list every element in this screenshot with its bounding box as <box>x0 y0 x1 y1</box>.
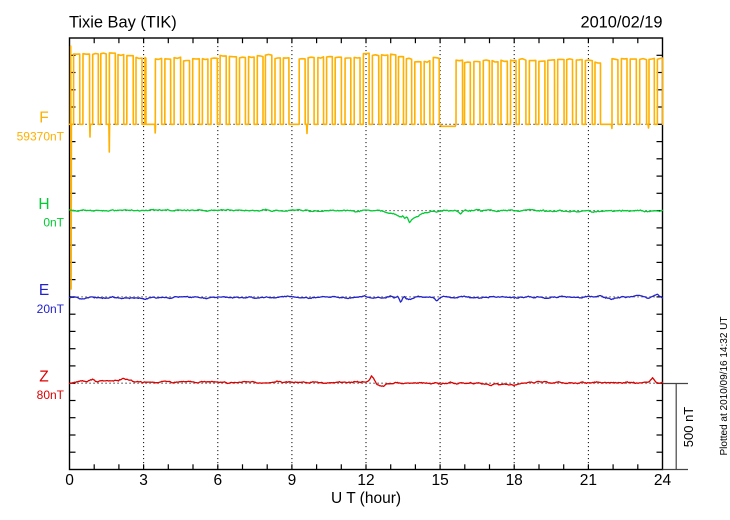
svg-text:20nT: 20nT <box>37 302 65 316</box>
svg-text:15: 15 <box>431 472 448 489</box>
svg-text:6: 6 <box>213 472 222 489</box>
svg-text:Plotted at 2010/09/16 14:32 UT: Plotted at 2010/09/16 14:32 UT <box>719 317 730 456</box>
svg-text:21: 21 <box>580 472 597 489</box>
svg-text:H: H <box>38 196 49 213</box>
svg-text:18: 18 <box>506 472 523 489</box>
svg-text:80nT: 80nT <box>37 388 65 402</box>
svg-text:3: 3 <box>139 472 148 489</box>
svg-text:0nT: 0nT <box>43 216 64 230</box>
svg-text:0: 0 <box>65 472 74 489</box>
svg-text:59370nT: 59370nT <box>17 129 65 143</box>
svg-text:12: 12 <box>357 472 374 489</box>
svg-text:500 nT: 500 nT <box>681 407 696 448</box>
svg-text:2010/02/19: 2010/02/19 <box>580 14 662 32</box>
svg-text:9: 9 <box>288 472 297 489</box>
svg-text:24: 24 <box>654 472 672 489</box>
svg-text:F: F <box>39 110 48 127</box>
svg-text:Z: Z <box>39 368 48 385</box>
svg-text:E: E <box>39 282 49 299</box>
svg-text:Tixie Bay (TIK): Tixie Bay (TIK) <box>69 14 177 32</box>
svg-text:U T (hour): U T (hour) <box>331 490 401 507</box>
